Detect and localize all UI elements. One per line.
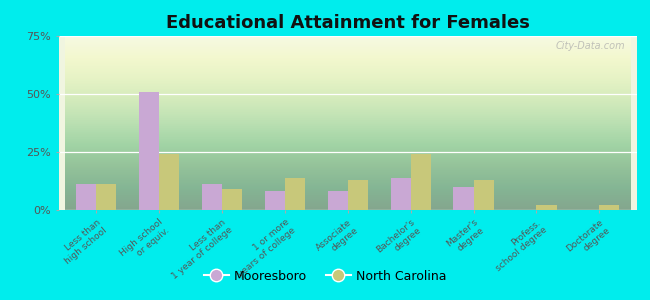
Bar — [454, 187, 473, 210]
Bar — [96, 184, 116, 210]
Bar — [285, 178, 305, 210]
Bar — [222, 189, 242, 210]
Bar — [159, 154, 179, 210]
Bar — [411, 154, 431, 210]
Bar — [202, 184, 222, 210]
Bar — [139, 92, 159, 210]
Bar — [473, 180, 493, 210]
Bar — [76, 184, 96, 210]
Bar — [265, 191, 285, 210]
Legend: Mooresboro, North Carolina: Mooresboro, North Carolina — [199, 265, 451, 288]
Bar — [599, 206, 619, 210]
Bar — [536, 206, 556, 210]
Bar — [328, 191, 348, 210]
Bar — [391, 178, 411, 210]
Title: Educational Attainment for Females: Educational Attainment for Females — [166, 14, 530, 32]
Text: City-Data.com: City-Data.com — [556, 41, 625, 51]
Bar — [348, 180, 368, 210]
